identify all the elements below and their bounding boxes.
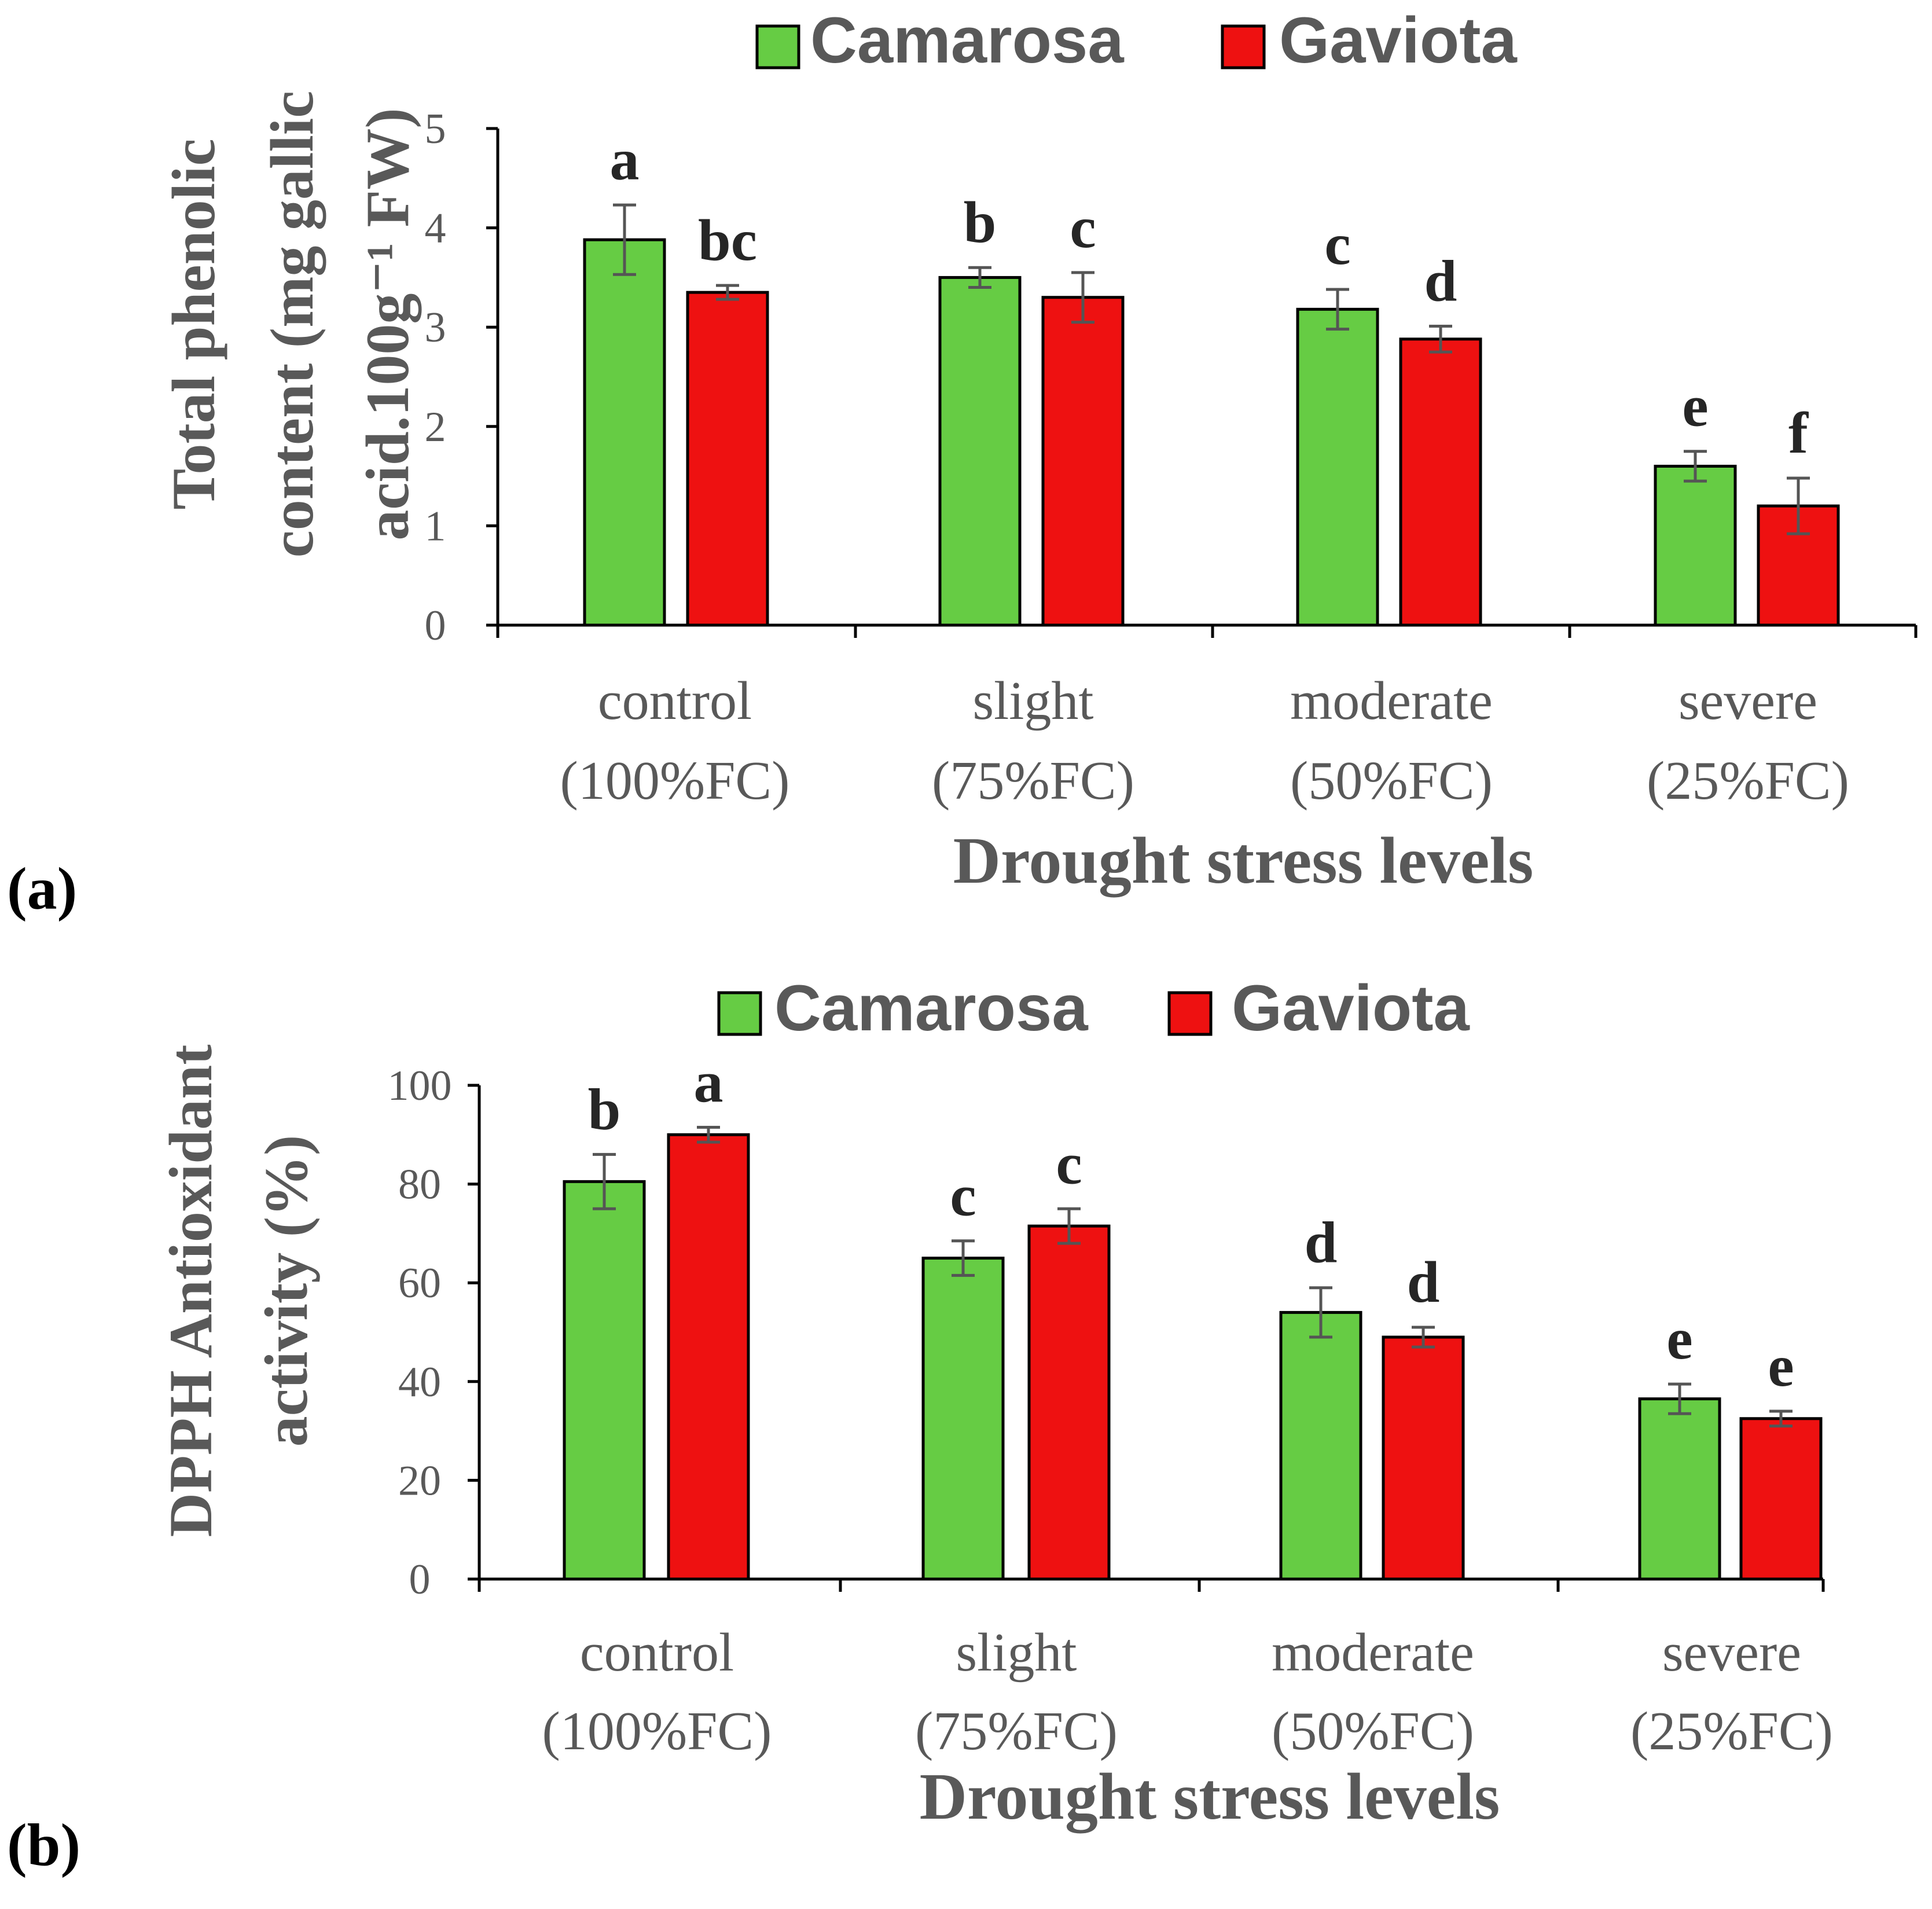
y-tick-label: 60 <box>398 1260 441 1307</box>
significance-letter: a <box>694 1050 723 1115</box>
category-sublabel-slight: (75%FC) <box>932 751 1134 811</box>
significance-letter: c <box>1056 1131 1082 1196</box>
significance-letter: d <box>1407 1250 1440 1315</box>
category-sublabel-severe: (25%FC) <box>1647 751 1849 811</box>
panel-label-a: (a) <box>7 856 77 922</box>
y-tick-label: 0 <box>409 1556 431 1603</box>
y-axis-title-line: content (mg gallic <box>258 91 326 558</box>
y-axis-title-line: DPPH Antioxidant <box>157 1044 225 1537</box>
y-tick-label: 100 <box>388 1062 452 1110</box>
legend-swatch-gaviota <box>1167 991 1213 1036</box>
y-tick-label: 2 <box>425 403 446 451</box>
y-tick-label: 3 <box>425 304 446 351</box>
significance-letter: e <box>1682 374 1708 439</box>
significance-letter: b <box>964 190 997 255</box>
category-sublabel-severe: (25%FC) <box>1630 1701 1833 1761</box>
bar-camarosa-control <box>583 238 666 627</box>
bar-camarosa-moderate <box>1296 307 1379 627</box>
panel-a: (a) 0 1 2 3 4 5 control (100%FC) slight (75%FC) mo… <box>7 4 1918 922</box>
category-label-moderate: moderate <box>1272 1622 1474 1683</box>
legend-swatch-camarosa <box>717 991 762 1036</box>
significance-letter: bc <box>698 208 757 273</box>
category-sublabel-moderate: (50%FC) <box>1272 1701 1474 1761</box>
significance-letter: d <box>1424 248 1457 314</box>
y-tick-label: 80 <box>398 1161 441 1209</box>
bar-camarosa-slight <box>938 276 1022 627</box>
category-label-slight: slight <box>956 1622 1077 1683</box>
category-label-moderate: moderate <box>1290 671 1493 731</box>
significance-letter: c <box>950 1163 976 1229</box>
category-sublabel-control: (100%FC) <box>542 1701 772 1761</box>
bar-camarosa-severe <box>1638 1397 1721 1581</box>
category-sublabel-slight: (75%FC) <box>915 1701 1118 1761</box>
y-tick-label: 0 <box>425 602 446 649</box>
legend-label-gaviota: Gaviota <box>1232 972 1470 1044</box>
category-label-slight: slight <box>973 671 1094 731</box>
y-axis-title-line: activity (%) <box>252 1135 320 1447</box>
category-sublabel-moderate: (50%FC) <box>1290 751 1493 811</box>
legend-swatch-camarosa <box>755 24 800 69</box>
y-axis-title-line: Total phenolic <box>160 138 227 509</box>
y-tick-label: 4 <box>425 205 446 252</box>
legend-label-camarosa: Camarosa <box>810 4 1124 76</box>
category-label-control: control <box>598 671 752 731</box>
panel-b: (b) 0 20 40 60 80 100 control (100%FC) slight (75… <box>7 972 1833 1878</box>
bar-gaviota-slight <box>1027 1224 1111 1581</box>
significance-letter: e <box>1666 1306 1692 1372</box>
bar-gaviota-severe <box>1739 1417 1823 1581</box>
bar-camarosa-slight <box>921 1257 1005 1581</box>
bar-gaviota-slight <box>1041 296 1125 627</box>
bar-gaviota-control <box>667 1133 750 1581</box>
category-label-control: control <box>580 1622 734 1683</box>
significance-letter: e <box>1768 1334 1794 1399</box>
significance-letter: c <box>1324 212 1350 277</box>
panel-label-b: (b) <box>7 1812 80 1878</box>
y-tick-label: 20 <box>398 1457 441 1504</box>
y-axis-title-line: acid.100g⁻¹ FW) <box>354 108 421 540</box>
x-axis-title: Drought stress levels <box>953 824 1534 897</box>
significance-letter: a <box>610 127 640 193</box>
significance-letter: f <box>1788 401 1809 466</box>
significance-letter: c <box>1070 195 1096 260</box>
legend-label-camarosa: Camarosa <box>774 972 1088 1044</box>
legend-label-gaviota: Gaviota <box>1279 4 1518 76</box>
y-tick-label: 1 <box>425 502 446 550</box>
y-tick-label: 5 <box>425 105 446 153</box>
category-sublabel-control: (100%FC) <box>560 751 790 811</box>
legend-swatch-gaviota <box>1221 24 1266 69</box>
category-label-severe: severe <box>1678 671 1817 731</box>
x-axis-title: Drought stress levels <box>920 1760 1500 1833</box>
bar-gaviota-moderate <box>1382 1335 1465 1581</box>
bar-gaviota-moderate <box>1399 337 1482 627</box>
significance-letter: d <box>1305 1210 1338 1276</box>
bar-camarosa-severe <box>1654 464 1737 627</box>
category-label-severe: severe <box>1662 1622 1801 1683</box>
significance-letter: b <box>588 1077 621 1142</box>
bar-camarosa-moderate <box>1279 1310 1362 1581</box>
y-tick-label: 40 <box>398 1359 441 1406</box>
bar-camarosa-control <box>563 1180 646 1581</box>
bar-gaviota-control <box>686 291 769 627</box>
